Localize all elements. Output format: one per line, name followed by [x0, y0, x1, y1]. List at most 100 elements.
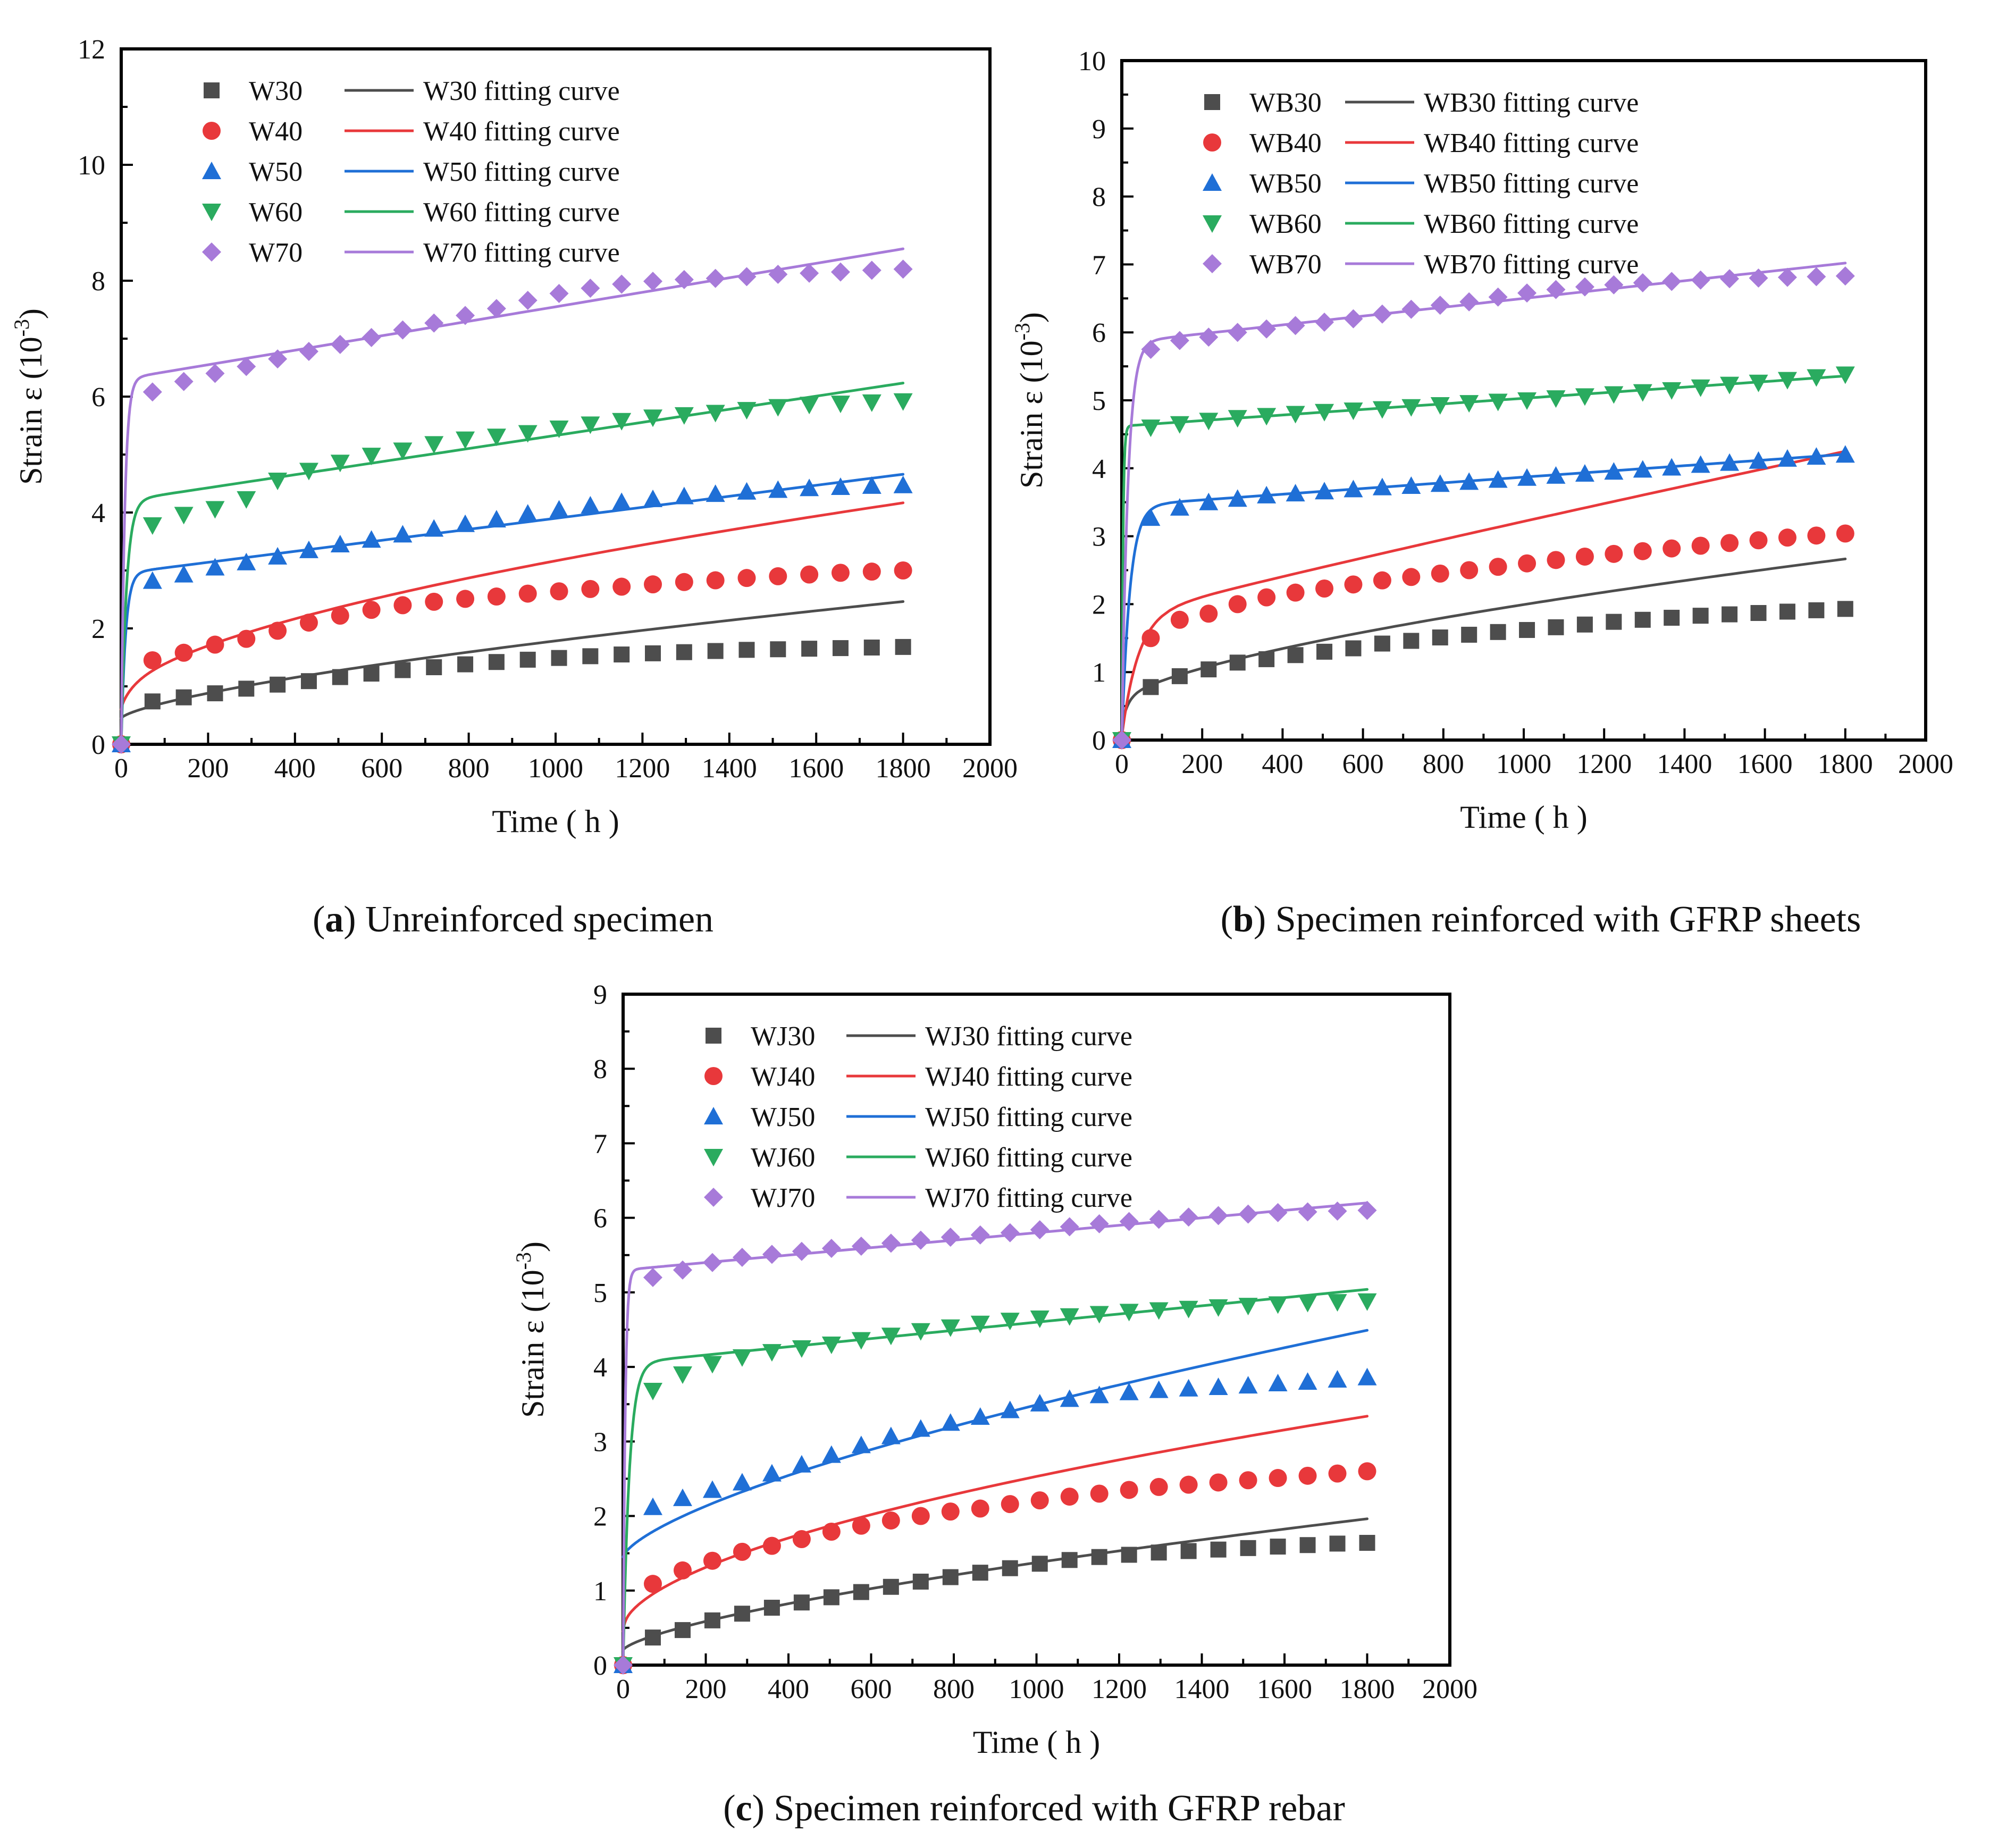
- data-point-w50: [362, 530, 381, 548]
- x-tick-label: 800: [1423, 749, 1464, 779]
- x-axis-title: Time ( h ): [1460, 800, 1587, 835]
- data-point-wj60: [732, 1349, 752, 1367]
- data-point-w50: [393, 525, 413, 543]
- data-point-wb30: [1519, 621, 1535, 638]
- data-point-wj60: [881, 1328, 901, 1346]
- legend-marker-w70: [202, 242, 221, 262]
- data-point-wj50: [851, 1435, 871, 1454]
- data-point-w50: [643, 489, 663, 507]
- data-point-wj70: [1328, 1202, 1347, 1221]
- x-tick-label: 2000: [1898, 749, 1953, 779]
- data-point-w60: [424, 436, 444, 454]
- data-point-wb40: [1691, 536, 1710, 555]
- data-point-wb40: [1315, 579, 1334, 598]
- y-tick-label: 6: [1092, 318, 1106, 348]
- data-point-wj50: [643, 1497, 662, 1515]
- x-tick-label: 1200: [1092, 1674, 1147, 1704]
- data-point-wb70: [1517, 283, 1537, 303]
- x-tick-label: 400: [768, 1674, 809, 1704]
- data-point-wb50: [1228, 489, 1247, 507]
- data-point-wj70: [702, 1253, 722, 1272]
- data-point-wj70: [821, 1239, 841, 1258]
- data-point-wb60: [1662, 382, 1682, 400]
- data-point-w50: [674, 486, 694, 505]
- x-tick-label: 200: [1181, 749, 1223, 779]
- data-point-wj40: [1358, 1462, 1376, 1481]
- data-point-wb50: [1691, 455, 1710, 473]
- data-point-wb60: [1807, 369, 1826, 387]
- data-point-w60: [330, 455, 350, 473]
- data-point-wb50: [1401, 476, 1421, 494]
- legend-fit-label: WJ60 fitting curve: [925, 1143, 1132, 1173]
- data-point-wb30: [1143, 679, 1159, 695]
- data-point-wb60: [1401, 399, 1421, 417]
- data-point-wj40: [852, 1516, 870, 1535]
- y-tick-label: 6: [91, 382, 105, 413]
- data-point-wb30: [1374, 635, 1390, 652]
- data-point-wb70: [1228, 323, 1247, 342]
- data-point-w60: [706, 405, 725, 423]
- data-point-wj30: [1121, 1547, 1137, 1563]
- data-point-wb60: [1777, 372, 1797, 390]
- data-point-wb70: [1344, 309, 1363, 329]
- data-point-wj70: [1208, 1206, 1228, 1225]
- fit-curve-wj60: [622, 1288, 1368, 1667]
- data-point-wb30: [1779, 603, 1795, 620]
- data-point-wj40: [792, 1530, 811, 1549]
- data-point-wb70: [1315, 313, 1334, 332]
- data-point-w70: [456, 306, 475, 325]
- data-point-wj60: [1268, 1296, 1288, 1314]
- data-point-wj30: [1359, 1535, 1375, 1551]
- data-point-w40: [331, 607, 349, 625]
- data-point-w60: [549, 420, 569, 438]
- data-point-w70: [674, 270, 694, 289]
- data-point-w30: [175, 689, 192, 705]
- data-point-wj60: [1030, 1310, 1050, 1328]
- data-point-w50: [142, 571, 162, 589]
- data-point-wb50: [1604, 462, 1624, 480]
- legend-fit-label: WB30 fitting curve: [1424, 88, 1639, 118]
- data-point-wb40: [1749, 531, 1768, 550]
- data-point-wb70: [1662, 272, 1682, 291]
- legend-label: WJ60: [751, 1143, 815, 1173]
- data-point-wj60: [1328, 1294, 1347, 1312]
- data-point-wj60: [792, 1340, 811, 1358]
- legend-marker-wb60: [1203, 215, 1222, 233]
- data-point-w30: [457, 656, 474, 673]
- data-point-w30: [363, 666, 380, 682]
- y-tick-label: 8: [91, 266, 105, 297]
- data-point-wj60: [1208, 1299, 1228, 1317]
- data-point-wj30: [1270, 1539, 1286, 1555]
- data-point-w70: [800, 263, 819, 283]
- data-point-wj40: [1269, 1469, 1287, 1488]
- data-point-wj50: [1030, 1393, 1050, 1412]
- data-point-wj40: [762, 1536, 781, 1555]
- x-tick-label: 800: [448, 753, 490, 784]
- data-point-wb30: [1200, 661, 1217, 678]
- data-point-w70: [174, 372, 194, 391]
- chart-a: 0 200 400 600 800 1000 1200 1400 1600 1800 2000 0 2 4…: [10, 35, 1018, 940]
- data-point-w50: [581, 495, 600, 514]
- data-point-wb50: [1835, 445, 1855, 463]
- data-point-w70: [205, 364, 225, 383]
- data-point-wb50: [1286, 484, 1305, 502]
- data-point-wb30: [1316, 643, 1333, 660]
- legend-label: WB50: [1249, 169, 1322, 199]
- fit-curve-wb40: [1120, 450, 1847, 738]
- data-point-w30: [488, 654, 505, 670]
- data-point-w30: [394, 662, 411, 678]
- fit-curve-wj50: [622, 1329, 1368, 1559]
- data-point-wj70: [1030, 1220, 1050, 1240]
- data-point-w40: [425, 592, 443, 611]
- data-point-wj50: [732, 1473, 752, 1491]
- data-point-wj40: [1001, 1495, 1019, 1514]
- data-point-wb30: [1750, 605, 1767, 621]
- data-point-w60: [456, 431, 475, 449]
- legend-fit-label: WB40 fitting curve: [1424, 128, 1639, 158]
- data-point-w60: [862, 394, 881, 412]
- data-point-w70: [142, 382, 162, 402]
- data-point-w70: [706, 268, 725, 288]
- data-point-w70: [643, 272, 663, 291]
- legend-marker-wj40: [704, 1067, 723, 1085]
- data-point-wb60: [1691, 379, 1710, 397]
